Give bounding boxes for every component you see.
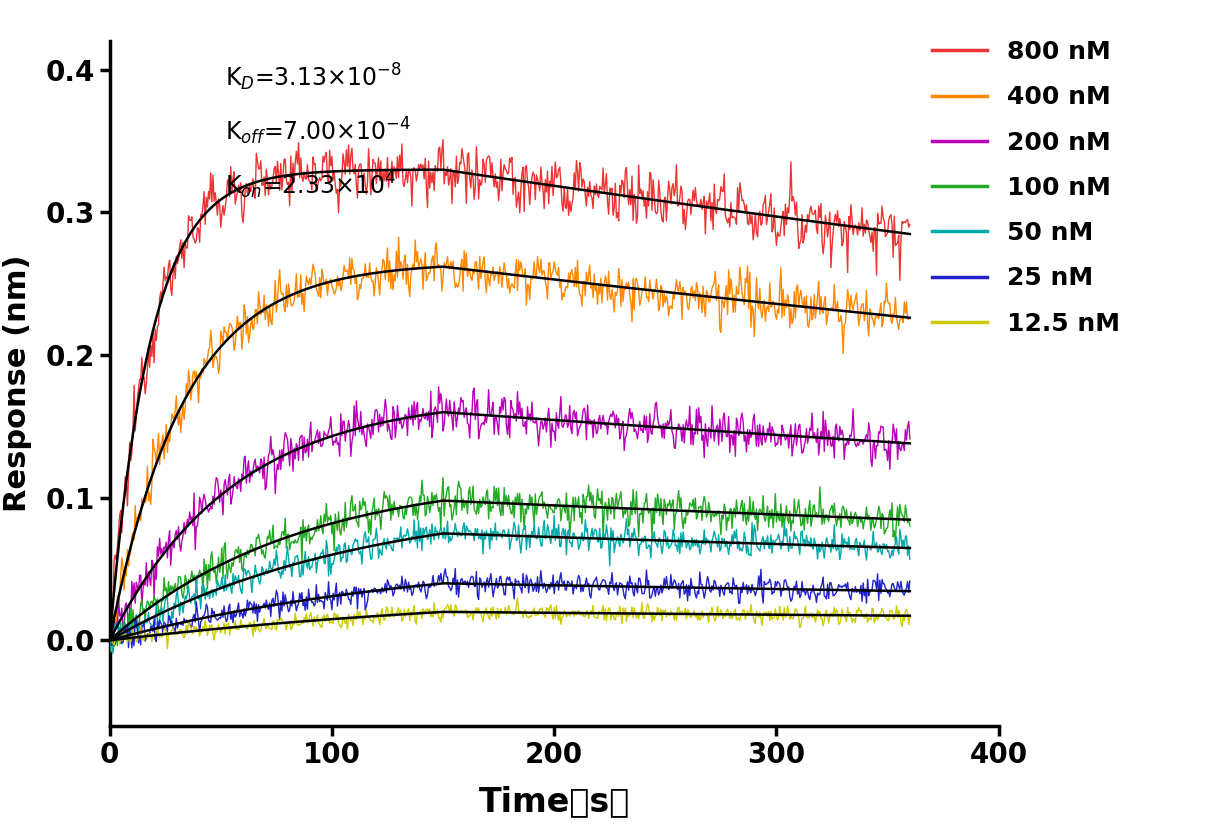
X-axis label: Time（s）: Time（s） xyxy=(479,785,630,818)
Legend: 800 nM, 400 nM, 200 nM, 100 nM, 50 nM, 25 nM, 12.5 nM: 800 nM, 400 nM, 200 nM, 100 nM, 50 nM, 2… xyxy=(932,40,1119,336)
Y-axis label: Response (nm): Response (nm) xyxy=(2,255,32,512)
Text: K$_D$=3.13×10$^{-8}$
K$_{off}$=7.00×10$^{-4}$
K$_{on}$=2.33×10$^{4}$: K$_D$=3.13×10$^{-8}$ K$_{off}$=7.00×10$^… xyxy=(225,62,412,200)
